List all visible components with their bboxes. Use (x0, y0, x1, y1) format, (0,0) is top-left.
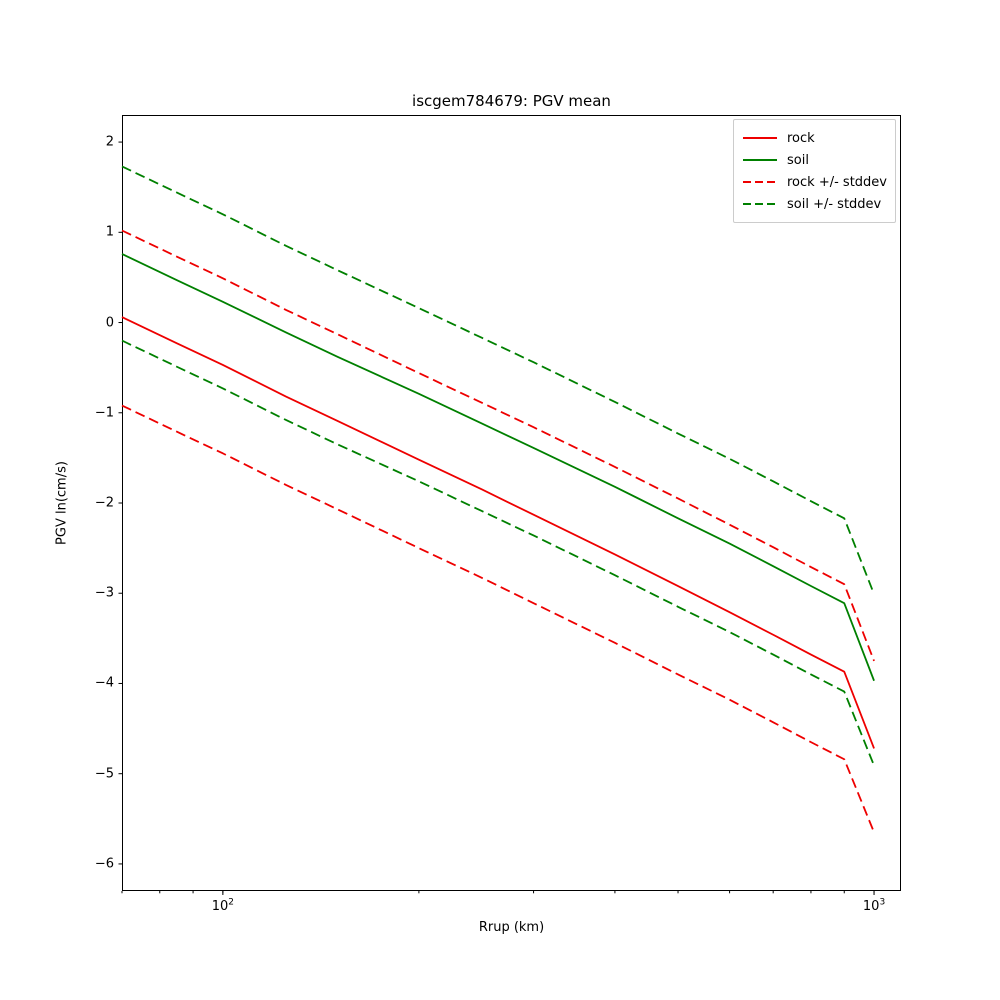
legend-entry: rock (742, 127, 887, 149)
y-axis-label: PGV ln(cm/s) (54, 461, 70, 545)
x-tick-label: 103 (862, 897, 886, 914)
y-tick-label: 0 (105, 315, 114, 331)
legend-entry: rock +/- stddev (742, 171, 887, 193)
y-tick-label: −2 (94, 495, 114, 511)
chart-legend: rock soil rock +/- stddev soil +/- stddev (733, 119, 896, 223)
legend-entry: soil (742, 149, 887, 171)
y-tick-label: 1 (105, 224, 114, 240)
x-axis-label: Rrup (km) (478, 920, 545, 935)
series-line-rock (121, 316, 875, 749)
axis-ticks (118, 141, 875, 895)
legend-swatch-solid-icon (742, 132, 778, 144)
legend-label: rock (787, 130, 815, 146)
y-tick-label: −5 (94, 766, 114, 782)
series-line-rock-stddev-lower (121, 404, 875, 833)
chart-title: iscgem784679: PGV mean (412, 92, 611, 110)
legend-label: soil +/- stddev (787, 196, 882, 212)
y-tick-label: 2 (105, 134, 114, 150)
legend-label: soil (787, 152, 809, 168)
legend-entry: soil +/- stddev (742, 193, 887, 215)
y-tick-label: −4 (94, 675, 114, 691)
legend-label: rock +/- stddev (787, 174, 887, 190)
series-line-soil (121, 253, 875, 682)
y-tick-label: −6 (94, 856, 114, 872)
series-line-soil-stddev-lower (121, 339, 875, 766)
series-line-rock-stddev-upper (121, 229, 875, 662)
y-tick-label: −1 (94, 405, 114, 421)
legend-swatch-dashed-icon (742, 176, 778, 188)
x-tick-label: 102 (211, 897, 234, 914)
legend-swatch-solid-icon (742, 154, 778, 166)
data-series-layer (121, 165, 875, 833)
series-line-soil-stddev-upper (121, 165, 875, 595)
legend-swatch-dashed-icon (742, 198, 778, 210)
y-tick-label: −3 (94, 585, 114, 601)
